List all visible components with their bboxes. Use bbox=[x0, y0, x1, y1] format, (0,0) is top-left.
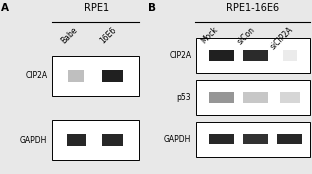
Text: CIP2A: CIP2A bbox=[169, 51, 191, 60]
Bar bbox=[52, 120, 139, 160]
Text: siCIP2A: siCIP2A bbox=[269, 25, 295, 52]
Bar bbox=[280, 92, 300, 103]
Text: Mock: Mock bbox=[200, 25, 220, 46]
Text: RPE1: RPE1 bbox=[84, 3, 109, 13]
Bar bbox=[283, 50, 297, 61]
Bar bbox=[196, 122, 310, 157]
Text: CIP2A: CIP2A bbox=[25, 71, 47, 80]
Bar bbox=[102, 134, 124, 146]
Text: RPE1-16E6: RPE1-16E6 bbox=[226, 3, 279, 13]
Text: p53: p53 bbox=[177, 93, 191, 102]
Bar bbox=[68, 70, 84, 82]
Bar bbox=[243, 50, 268, 61]
Bar bbox=[209, 92, 234, 103]
Bar bbox=[243, 134, 268, 144]
Bar bbox=[209, 134, 234, 144]
Bar bbox=[66, 134, 86, 146]
Text: GAPDH: GAPDH bbox=[20, 136, 47, 145]
Text: Babe: Babe bbox=[60, 25, 80, 45]
Text: 16E6: 16E6 bbox=[98, 25, 118, 45]
Bar bbox=[243, 92, 268, 103]
Text: GAPDH: GAPDH bbox=[164, 135, 191, 144]
Bar bbox=[209, 50, 234, 61]
Bar bbox=[196, 38, 310, 73]
Text: B: B bbox=[148, 3, 156, 13]
Bar bbox=[196, 80, 310, 115]
Bar bbox=[277, 134, 302, 144]
Text: siCon: siCon bbox=[236, 25, 257, 46]
Bar bbox=[102, 70, 124, 82]
Bar bbox=[52, 56, 139, 96]
Text: A: A bbox=[2, 3, 9, 13]
